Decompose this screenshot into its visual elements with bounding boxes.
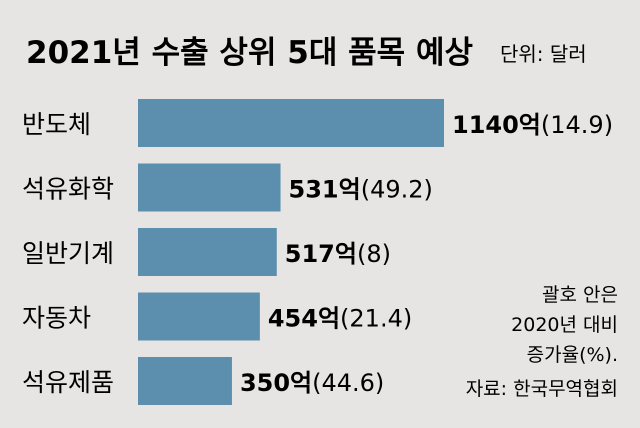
- category-label: 일반기계: [22, 239, 114, 268]
- value-label: 1140억(14.9): [452, 111, 613, 139]
- value-label: 454억(21.4): [268, 305, 412, 333]
- bar: [138, 163, 281, 212]
- footnote-line-1: 괄호 안은: [542, 284, 618, 306]
- unit-label: 단위: 달러: [500, 42, 587, 66]
- bar: [138, 228, 277, 276]
- bar: [138, 292, 260, 341]
- bars-group: 반도체 1140억(14.9) 석유화학 531억(49.2) 일반기계 517억(8) 자…: [22, 99, 613, 405]
- growth-rate: (21.4): [340, 305, 412, 333]
- chart-title: 2021년 수출 상위 5대 품목 예상: [26, 35, 473, 71]
- value-label: 517억(8): [285, 240, 391, 268]
- footnote-line-2: 2020년 대비: [511, 314, 618, 336]
- growth-rate: (49.2): [361, 176, 433, 204]
- bar: [138, 99, 444, 147]
- value-number: 350억: [240, 369, 312, 397]
- category-label: 반도체: [22, 110, 91, 139]
- value-number: 531억: [289, 176, 361, 204]
- category-label: 자동차: [22, 304, 91, 333]
- category-label: 석유화학: [22, 175, 114, 204]
- value-number: 454억: [268, 305, 340, 333]
- growth-rate: (44.6): [312, 369, 384, 397]
- bar: [138, 357, 232, 405]
- value-label: 350억(44.6): [240, 369, 384, 397]
- value-label: 531억(49.2): [289, 176, 433, 204]
- footnote: 괄호 안은 2020년 대비 증가율(%). 자료: 한국무역협회: [466, 284, 618, 400]
- value-number: 1140억: [452, 111, 541, 139]
- footnote-line-3: 증가율(%).: [527, 344, 618, 366]
- growth-rate: (14.9): [541, 111, 613, 139]
- value-number: 517억: [285, 240, 357, 268]
- growth-rate: (8): [357, 240, 391, 268]
- source-label: 자료: 한국무역협회: [466, 378, 618, 400]
- category-label: 석유제품: [22, 368, 114, 397]
